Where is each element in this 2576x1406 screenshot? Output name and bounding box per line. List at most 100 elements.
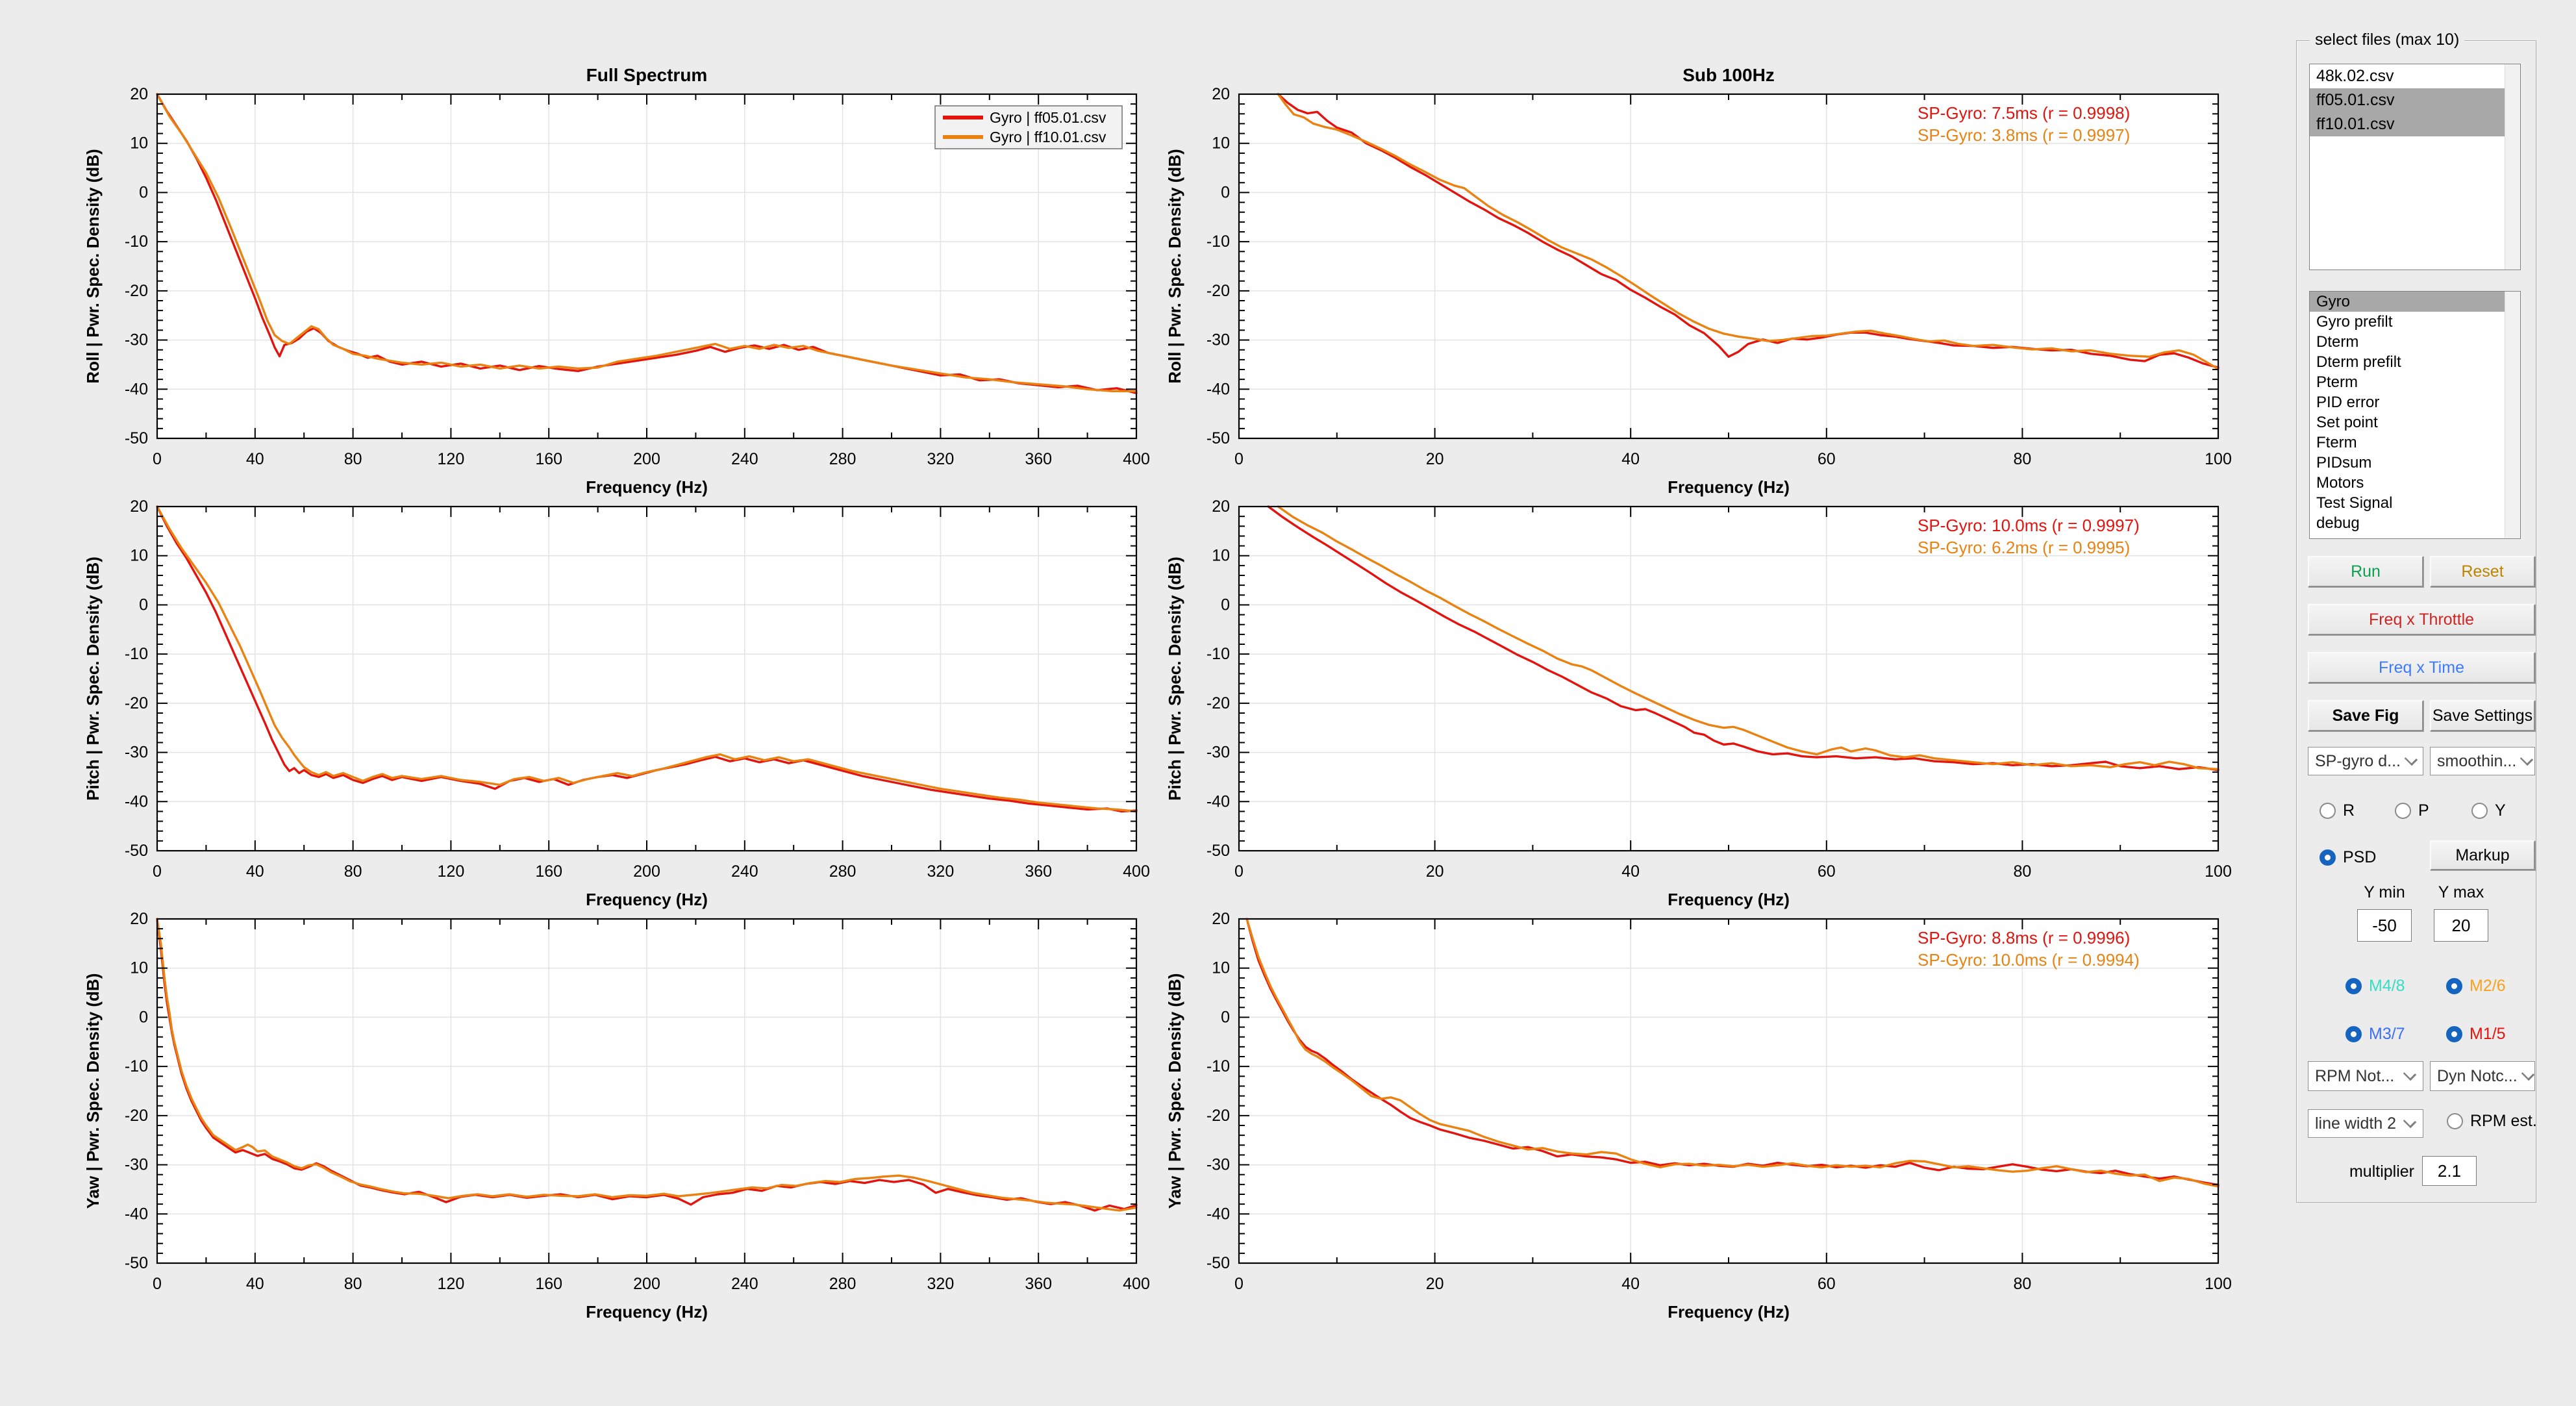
file-item[interactable]: ff05.01.csv <box>2310 88 2505 112</box>
signal-item[interactable]: Test Signal <box>2316 494 2393 512</box>
y-tick-label: -50 <box>1207 429 1230 447</box>
signal-list-scrollbar[interactable] <box>2505 292 2520 538</box>
y-tick-label: -20 <box>125 694 148 712</box>
y-max-label: Y max <box>2438 883 2484 901</box>
roll-axis-radio[interactable]: R <box>2320 801 2355 820</box>
curve-yaw-full <box>156 918 1138 1212</box>
motor-4-8-radio-label: M4/8 <box>2369 977 2405 995</box>
y-min-input[interactable] <box>2357 909 2412 942</box>
x-tick-label: 0 <box>1234 450 1244 468</box>
curve-yaw-sub <box>1245 918 2220 1188</box>
file-listbox[interactable]: 48k.02.csv ff05.01.csv ff10.01.csv <box>2309 64 2521 270</box>
multiplier-input[interactable] <box>2422 1156 2477 1186</box>
x-tick-label: 60 <box>1818 1275 1836 1293</box>
rpm-estimate-radio[interactable]: RPM est. <box>2447 1112 2537 1131</box>
y-axis-label: Roll | Pwr. Spec. Density (dB) <box>83 149 103 383</box>
radio-circle-icon <box>2471 803 2488 819</box>
y-tick-label: 20 <box>1212 497 1230 516</box>
signal-item[interactable]: Dterm <box>2316 333 2359 351</box>
x-tick-label: 40 <box>246 862 264 881</box>
y-tick-label: -40 <box>1207 380 1230 398</box>
sp-gyro-latency-annotation: SP-Gyro: 10.0ms (r = 0.9997) <box>1918 516 2140 535</box>
motor-2-6-radio[interactable]: M2/6 <box>2446 977 2506 996</box>
plot-title: Full Spectrum <box>586 65 708 85</box>
save-fig-button[interactable]: Save Fig <box>2308 700 2423 731</box>
curve-yaw-sub <box>1245 918 2220 1186</box>
file-item[interactable]: ff10.01.csv <box>2310 112 2505 136</box>
smoothing-dropdown[interactable]: smoothin... <box>2430 747 2535 775</box>
rpm-notch-value: RPM Not... <box>2315 1066 2395 1085</box>
x-tick-label: 320 <box>927 862 955 881</box>
psd-radio[interactable]: PSD <box>2320 848 2376 867</box>
x-tick-label: 200 <box>633 450 660 468</box>
signal-item[interactable]: Pterm <box>2316 373 2358 391</box>
x-tick-label: 0 <box>153 862 162 881</box>
file-list-scrollbar[interactable] <box>2505 64 2520 270</box>
x-tick-label: 100 <box>2205 862 2232 881</box>
y-tick-label: -10 <box>1207 1057 1230 1075</box>
reset-button[interactable]: Reset <box>2430 556 2535 587</box>
signal-item[interactable]: debug <box>2316 514 2360 532</box>
chevron-down-icon <box>2521 1067 2534 1081</box>
x-axis-label: Frequency (Hz) <box>586 477 708 497</box>
motor-3-7-radio[interactable]: M3/7 <box>2345 1025 2405 1044</box>
curve-roll-full <box>156 93 1138 392</box>
x-tick-label: 60 <box>1818 450 1836 468</box>
save-settings-button[interactable]: Save Settings <box>2430 700 2535 731</box>
y-tick-label: 0 <box>139 1008 148 1026</box>
chevron-down-icon <box>2403 1114 2417 1129</box>
x-tick-label: 320 <box>927 450 955 468</box>
x-tick-label: 80 <box>2013 862 2031 881</box>
yaw-axis-radio[interactable]: Y <box>2471 801 2506 820</box>
x-tick-label: 320 <box>927 1275 955 1293</box>
markup-button[interactable]: Markup <box>2430 840 2535 870</box>
x-tick-label: 400 <box>1123 450 1150 468</box>
x-tick-label: 0 <box>153 450 162 468</box>
y-tick-label: -40 <box>125 792 148 810</box>
y-tick-label: 0 <box>139 596 148 614</box>
sp-gyro-latency-annotation: SP-Gyro: 7.5ms (r = 0.9998) <box>1918 103 2130 123</box>
sp-gyro-latency-annotation: SP-Gyro: 3.8ms (r = 0.9997) <box>1918 125 2130 145</box>
signal-item[interactable]: Gyro <box>2310 292 2505 312</box>
x-axis-label: Frequency (Hz) <box>586 890 708 909</box>
multiplier-label: multiplier <box>2349 1162 2414 1181</box>
signal-item[interactable]: Gyro prefilt <box>2316 313 2393 331</box>
file-item[interactable]: 48k.02.csv <box>2316 67 2394 85</box>
freq-x-throttle-button[interactable]: Freq x Throttle <box>2308 604 2535 635</box>
motor-1-5-radio-label: M1/5 <box>2470 1025 2506 1043</box>
dyn-notch-dropdown[interactable]: Dyn Notc... <box>2430 1061 2535 1091</box>
x-tick-label: 0 <box>1234 862 1244 881</box>
x-tick-label: 80 <box>344 862 362 881</box>
radio-circle-icon <box>2345 1026 2362 1042</box>
plot-yaw-sub: 0 20 40 60 80 10020100-10-20-30-40-50Frequenc… <box>1165 910 2232 1322</box>
freq-x-time-button[interactable]: Freq x Time <box>2308 652 2535 683</box>
curve-pitch-full <box>156 505 1138 813</box>
signal-item[interactable]: Set point <box>2316 414 2378 431</box>
y-tick-label: -30 <box>125 331 148 349</box>
y-tick-label: 10 <box>1212 134 1230 153</box>
signal-item[interactable]: PIDsum <box>2316 454 2372 471</box>
x-tick-label: 100 <box>2205 1275 2232 1293</box>
control-panel: select files (max 10) <box>2296 31 2536 1203</box>
x-tick-label: 120 <box>438 862 465 881</box>
x-tick-label: 40 <box>1621 1275 1640 1293</box>
x-tick-label: 20 <box>1426 450 1444 468</box>
x-tick-label: 80 <box>2013 450 2031 468</box>
pitch-axis-radio[interactable]: P <box>2395 801 2429 820</box>
signal-item[interactable]: Fterm <box>2316 434 2357 451</box>
line-width-dropdown[interactable]: line width 2 <box>2308 1109 2423 1138</box>
motor-1-5-radio[interactable]: M1/5 <box>2446 1025 2506 1044</box>
signal-listbox[interactable]: Gyro Gyro prefilt Dterm Dterm prefilt Pterm P… <box>2309 291 2521 539</box>
x-tick-label: 40 <box>1621 450 1640 468</box>
motor-4-8-radio[interactable]: M4/8 <box>2345 977 2405 996</box>
motor-2-6-radio-label: M2/6 <box>2470 977 2506 995</box>
y-tick-label: -20 <box>1207 694 1230 712</box>
signal-item[interactable]: Motors <box>2316 474 2364 492</box>
run-button[interactable]: Run <box>2308 556 2423 587</box>
y-max-input[interactable] <box>2434 909 2488 942</box>
sp-gyro-delay-dropdown[interactable]: SP-gyro d... <box>2308 747 2423 775</box>
signal-item[interactable]: Dterm prefilt <box>2316 353 2401 371</box>
signal-item[interactable]: PID error <box>2316 394 2380 411</box>
sp-gyro-delay-value: SP-gyro d... <box>2315 751 2401 770</box>
rpm-notch-dropdown[interactable]: RPM Not... <box>2308 1061 2423 1091</box>
